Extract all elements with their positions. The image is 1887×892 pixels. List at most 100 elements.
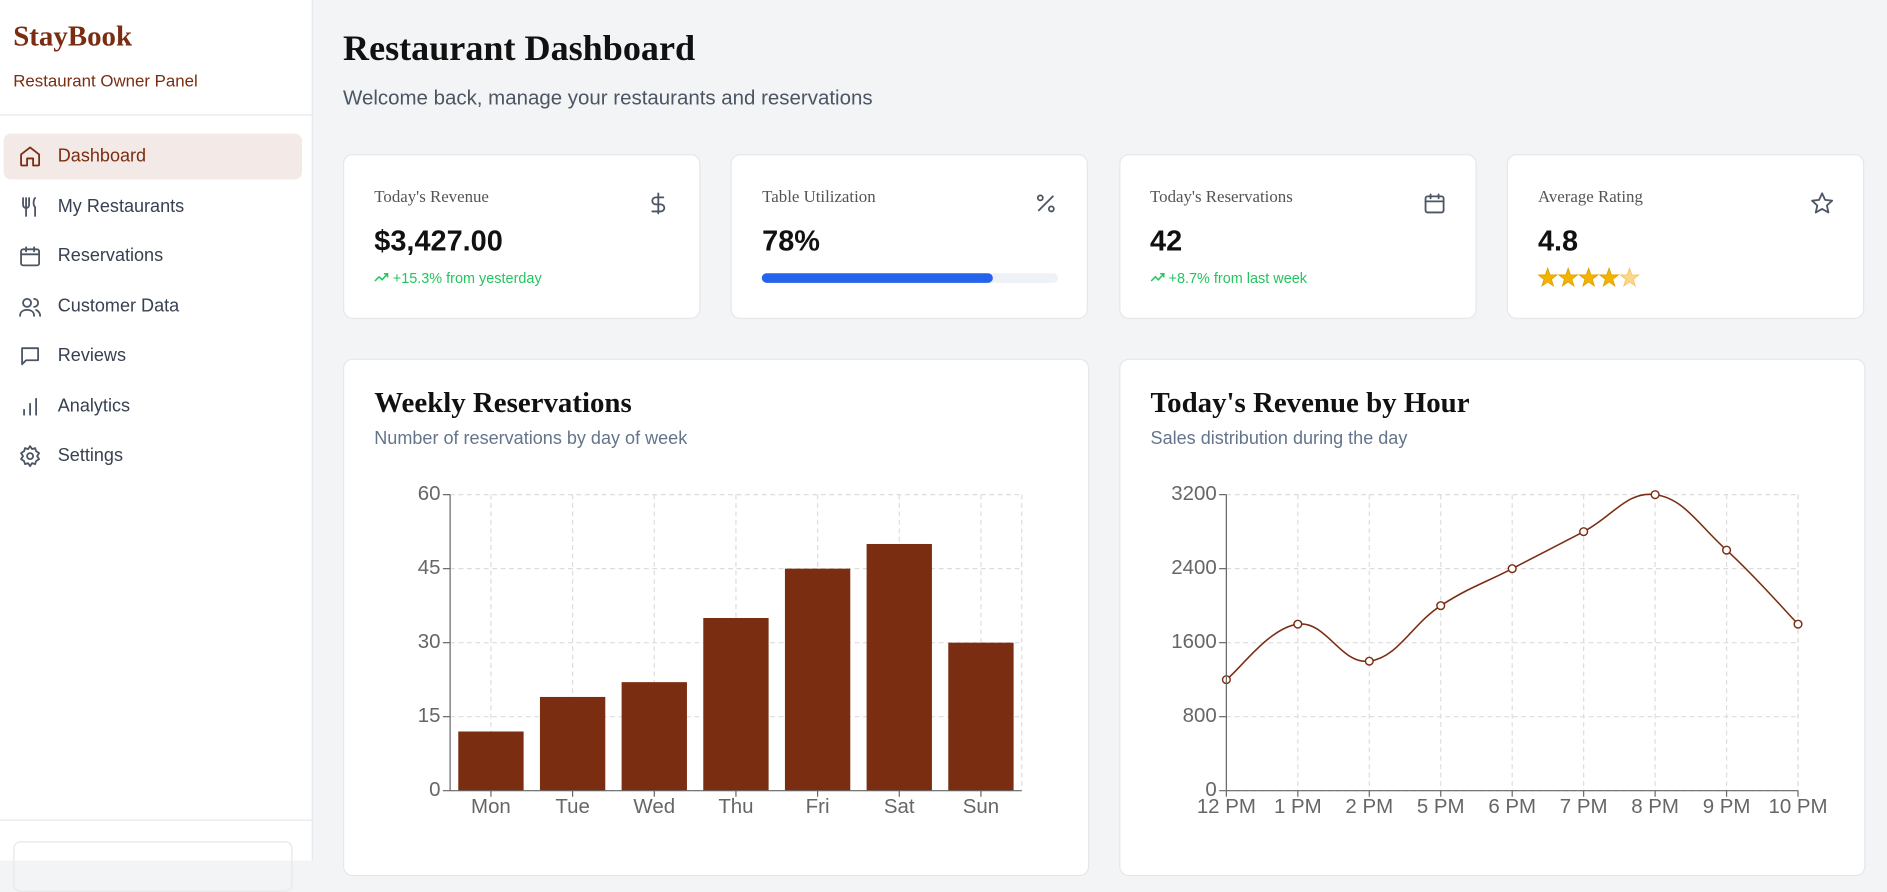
icon — [1037, 194, 1056, 213]
chart-subtitle: Sales distribution during the day — [1151, 428, 1408, 448]
y-tick-label: 15 — [418, 704, 441, 727]
y-tick-label: 30 — [418, 630, 441, 653]
icon — [1811, 192, 1833, 214]
star — [1557, 267, 1579, 288]
stat-value: 42 — [1150, 225, 1183, 258]
nav-label: Reviews — [57, 345, 126, 366]
nav-label: Dashboard — [57, 145, 147, 167]
nav-item[interactable]: My Restaurants — [4, 184, 302, 230]
bar — [621, 682, 687, 791]
x-tick-label: Mon — [471, 795, 511, 818]
x-tick-label: Tue — [555, 795, 589, 818]
point — [1364, 656, 1374, 666]
y-tick-label: 2400 — [1171, 556, 1216, 579]
bar — [703, 617, 769, 791]
stat-icon — [646, 191, 670, 221]
point — [1507, 564, 1517, 574]
y-tick-label: 60 — [418, 482, 441, 505]
sidebar: StayBook Restaurant Owner Panel Dashboar… — [0, 0, 313, 892]
x-tick-label: 6 PM — [1488, 795, 1536, 818]
divider — [0, 819, 312, 821]
star — [1598, 267, 1620, 288]
stat-label: Average Rating — [1537, 188, 1643, 208]
stat-card: Today's Revenue $3,427.00 +15.3% from yes… — [342, 154, 701, 319]
chart-title: Weekly Reservations — [374, 387, 631, 419]
x-tick-label: 1 PM — [1274, 795, 1322, 818]
chart-title: Today's Revenue by Hour — [1151, 387, 1470, 419]
stat-icon — [1810, 191, 1834, 221]
x-tick-label: Sun — [963, 795, 999, 818]
rating-stars — [1537, 267, 1640, 288]
point — [1436, 601, 1446, 611]
x-tick-label: 7 PM — [1560, 795, 1608, 818]
stat-trend: +15.3% from yesterday — [374, 270, 542, 286]
stat-label: Today's Revenue — [374, 188, 489, 208]
y-tick-label: 1600 — [1171, 630, 1216, 653]
x-tick-label: Thu — [718, 795, 753, 818]
stat-label: Today's Reservations — [1150, 188, 1293, 208]
stat-value: $3,427.00 — [374, 225, 503, 258]
nav-label: Reservations — [57, 245, 164, 266]
x-tick-label: Wed — [633, 795, 675, 818]
stat-value: 4.8 — [1537, 225, 1579, 258]
star — [1577, 267, 1600, 288]
nav-item[interactable]: Dashboard — [3, 133, 303, 180]
point — [1793, 619, 1803, 629]
icon — [20, 445, 41, 468]
x-tick-label: 10 PM — [1768, 795, 1827, 818]
x-tick-label: Sat — [884, 795, 915, 818]
nav-item[interactable]: Reviews — [4, 333, 302, 379]
brand: StayBook — [13, 21, 133, 53]
chart: Today's Revenue by Hour Sales distributio… — [1151, 387, 1828, 818]
bar — [948, 642, 1014, 791]
nav-label: My Restaurants — [57, 195, 185, 217]
progress-track — [762, 273, 1059, 283]
brand-subtitle: Restaurant Owner Panel — [13, 71, 198, 91]
icon — [21, 347, 40, 366]
nav-item[interactable]: Reservations — [4, 233, 302, 279]
nav-label: Analytics — [57, 395, 131, 416]
bar — [784, 568, 851, 791]
account-card[interactable] — [13, 841, 293, 892]
divider — [0, 114, 312, 116]
nav-item[interactable]: Analytics — [4, 383, 302, 429]
icon — [20, 246, 41, 267]
point — [1650, 490, 1660, 500]
stat-label: Table Utilization — [762, 188, 876, 208]
nav-item[interactable]: Settings — [4, 433, 302, 479]
icon — [22, 196, 37, 217]
stat-card: Table Utilization 78% — [730, 154, 1089, 319]
x-tick-label: 2 PM — [1345, 795, 1393, 818]
y-tick-label: 800 — [1183, 704, 1217, 727]
nav-label: Customer Data — [57, 295, 180, 316]
chart-card: Today's Revenue by Hour Sales distributio… — [1119, 358, 1866, 877]
bar — [866, 543, 932, 791]
y-tick-label: 45 — [418, 556, 441, 579]
stat-trend: +8.7% from last week — [1150, 270, 1307, 286]
progress-bar — [762, 273, 994, 283]
x-tick-label: 8 PM — [1631, 795, 1679, 818]
point — [1293, 619, 1303, 629]
icon — [23, 397, 38, 416]
bar — [458, 731, 524, 791]
nav-item[interactable]: Customer Data — [4, 283, 302, 329]
icon — [651, 192, 666, 215]
x-tick-label: Fri — [806, 795, 830, 818]
trend-icon — [1150, 273, 1165, 282]
nav-label: Settings — [57, 445, 124, 466]
page-subtitle: Welcome back, manage your restaurants an… — [342, 86, 873, 110]
stat-icon — [1034, 191, 1058, 221]
y-tick-label: 0 — [429, 778, 440, 801]
star — [1618, 267, 1640, 288]
star — [1537, 267, 1559, 288]
page-title: Restaurant Dashboard — [342, 28, 696, 69]
icon — [20, 146, 41, 167]
stat-card: Average Rating 4.8 — [1506, 154, 1865, 319]
chart: Weekly Reservations Number of reservation… — [374, 387, 1023, 818]
point — [1579, 527, 1589, 537]
bar — [539, 696, 606, 791]
chart-card: Weekly Reservations Number of reservation… — [342, 358, 1090, 877]
stat-value: 78% — [762, 225, 820, 258]
